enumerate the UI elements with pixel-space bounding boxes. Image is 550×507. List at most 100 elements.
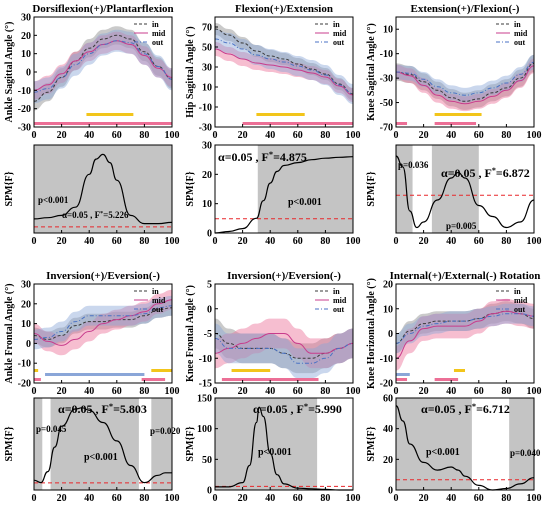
x-tick-label: 80: [501, 236, 511, 247]
series-line-out: [214, 38, 354, 95]
suprathreshold-region: [215, 398, 318, 490]
significance-bar: [434, 113, 482, 116]
x-tick-label: 100: [165, 130, 180, 141]
significance-bar: [34, 378, 41, 381]
plot-frame: [214, 16, 354, 128]
x-tick-label: 20: [57, 386, 67, 397]
y-axis-label: Ankle Sagittal Angle (°): [4, 22, 15, 123]
x-tick-label: 0: [394, 493, 399, 504]
y-tick-label: 30: [202, 141, 212, 152]
y-tick-label: -10: [380, 49, 393, 60]
y-tick-label: 0: [207, 229, 212, 240]
y-tick-label: -15: [199, 379, 212, 390]
significance-bar: [242, 122, 353, 125]
spm-panel: 0 20 40 60 80 100 0 50 100 150 SPM{F}: [185, 394, 361, 505]
suprathreshold-region: [396, 145, 413, 233]
series-band-out: [215, 323, 353, 379]
annotation: p<0.001: [258, 447, 292, 458]
x-tick-label: 80: [501, 493, 511, 504]
series-line-in: [33, 34, 173, 102]
y-tick-label: 30: [21, 280, 31, 291]
series-band-in: [396, 54, 534, 110]
y-tick-label: 20: [383, 280, 393, 291]
y-axis-label: SPM{F}: [4, 426, 15, 461]
significance-bar: [396, 378, 408, 381]
significance-bar: [34, 122, 172, 125]
x-tick-label: 60: [474, 130, 484, 141]
alpha-f-annotation: α=0.05 , F*=5.226: [62, 210, 129, 220]
x-tick-label: 20: [57, 493, 67, 504]
y-axis-label: Ankle Frontal Angle (°): [4, 283, 15, 383]
significance-bar: [151, 369, 172, 372]
plot-frame: [33, 144, 173, 234]
x-tick-label: 100: [527, 236, 542, 247]
x-tick-label: 60: [293, 386, 303, 397]
spm-curve: [395, 155, 535, 229]
significance-bar: [141, 378, 166, 381]
spm-curve: [33, 153, 173, 225]
annotation: p<0.001: [84, 452, 118, 463]
legend-label-mid: mid: [514, 296, 528, 305]
y-axis-label: SPM{F}: [185, 171, 196, 206]
y-tick-label: 10: [383, 25, 393, 36]
legend-label-in: in: [152, 20, 159, 29]
angle-panel: 0 20 40 60 80 100 -70 -50 -30 -10 10 Knee Sagittal …: [366, 3, 542, 141]
panel-title: Inversion(+)/Eversion(-): [227, 270, 341, 282]
y-tick-label: -10: [18, 359, 31, 370]
alpha-f-annotation: α=0.05 , F*=6.872: [441, 166, 530, 180]
y-tick-label: -10: [199, 354, 212, 365]
x-tick-label: 40: [84, 236, 94, 247]
x-tick-label: 100: [346, 386, 361, 397]
legend-label-out: out: [152, 38, 163, 47]
series-line-in: [33, 307, 173, 340]
x-tick-label: 40: [446, 386, 456, 397]
legend-label-out: out: [514, 305, 525, 314]
y-tick-label: 0: [207, 486, 212, 497]
suprathreshold-region: [151, 398, 172, 490]
x-tick-label: 20: [238, 386, 248, 397]
panel-title: Extension(+)/Flexion(-): [411, 3, 520, 15]
series-line-out: [214, 337, 354, 364]
annotation: p<0.001: [288, 197, 322, 208]
y-axis-label: Knee Sagittal Angle (°): [366, 23, 377, 121]
legend-label-in: in: [152, 287, 159, 296]
y-tick-label: -5: [204, 329, 212, 340]
legend-label-mid: mid: [152, 296, 166, 305]
series-band-in: [396, 301, 534, 354]
x-tick-label: 20: [419, 236, 429, 247]
suprathreshold-region: [34, 145, 172, 233]
series-line-mid: [395, 310, 535, 359]
x-tick-label: 40: [84, 386, 94, 397]
x-tick-label: 80: [139, 386, 149, 397]
annotation: p<0.001: [38, 195, 69, 205]
y-axis-label: Knee Frontal Angle (°): [185, 285, 196, 382]
y-tick-label: 100: [197, 424, 212, 435]
y-tick-label: -10: [18, 86, 31, 97]
annotation: p<0.001: [426, 447, 460, 458]
x-tick-label: 80: [501, 386, 511, 397]
y-tick-label: 0: [388, 329, 393, 340]
panel-title: Internal(+)/External(-) Rotation: [390, 270, 541, 282]
x-tick-label: 20: [238, 130, 248, 141]
series-band-out: [396, 303, 534, 354]
x-tick-label: 60: [474, 236, 484, 247]
x-tick-label: 80: [139, 236, 149, 247]
plot-frame: [33, 397, 173, 491]
significance-bar: [434, 122, 477, 125]
x-tick-label: 40: [446, 493, 456, 504]
x-tick-label: 100: [527, 386, 542, 397]
annotation: p=0.045: [36, 424, 67, 434]
y-tick-label: 0: [26, 68, 31, 79]
panel-title: Inversion(+)/Eversion(-): [46, 270, 160, 282]
significance-bar: [256, 113, 305, 116]
y-tick-label: 50: [202, 455, 212, 466]
y-tick-label: 20: [21, 299, 31, 310]
y-tick-label: 0: [26, 339, 31, 350]
x-tick-label: 80: [320, 236, 330, 247]
x-tick-label: 80: [139, 493, 149, 504]
y-tick-label: -20: [18, 104, 31, 115]
